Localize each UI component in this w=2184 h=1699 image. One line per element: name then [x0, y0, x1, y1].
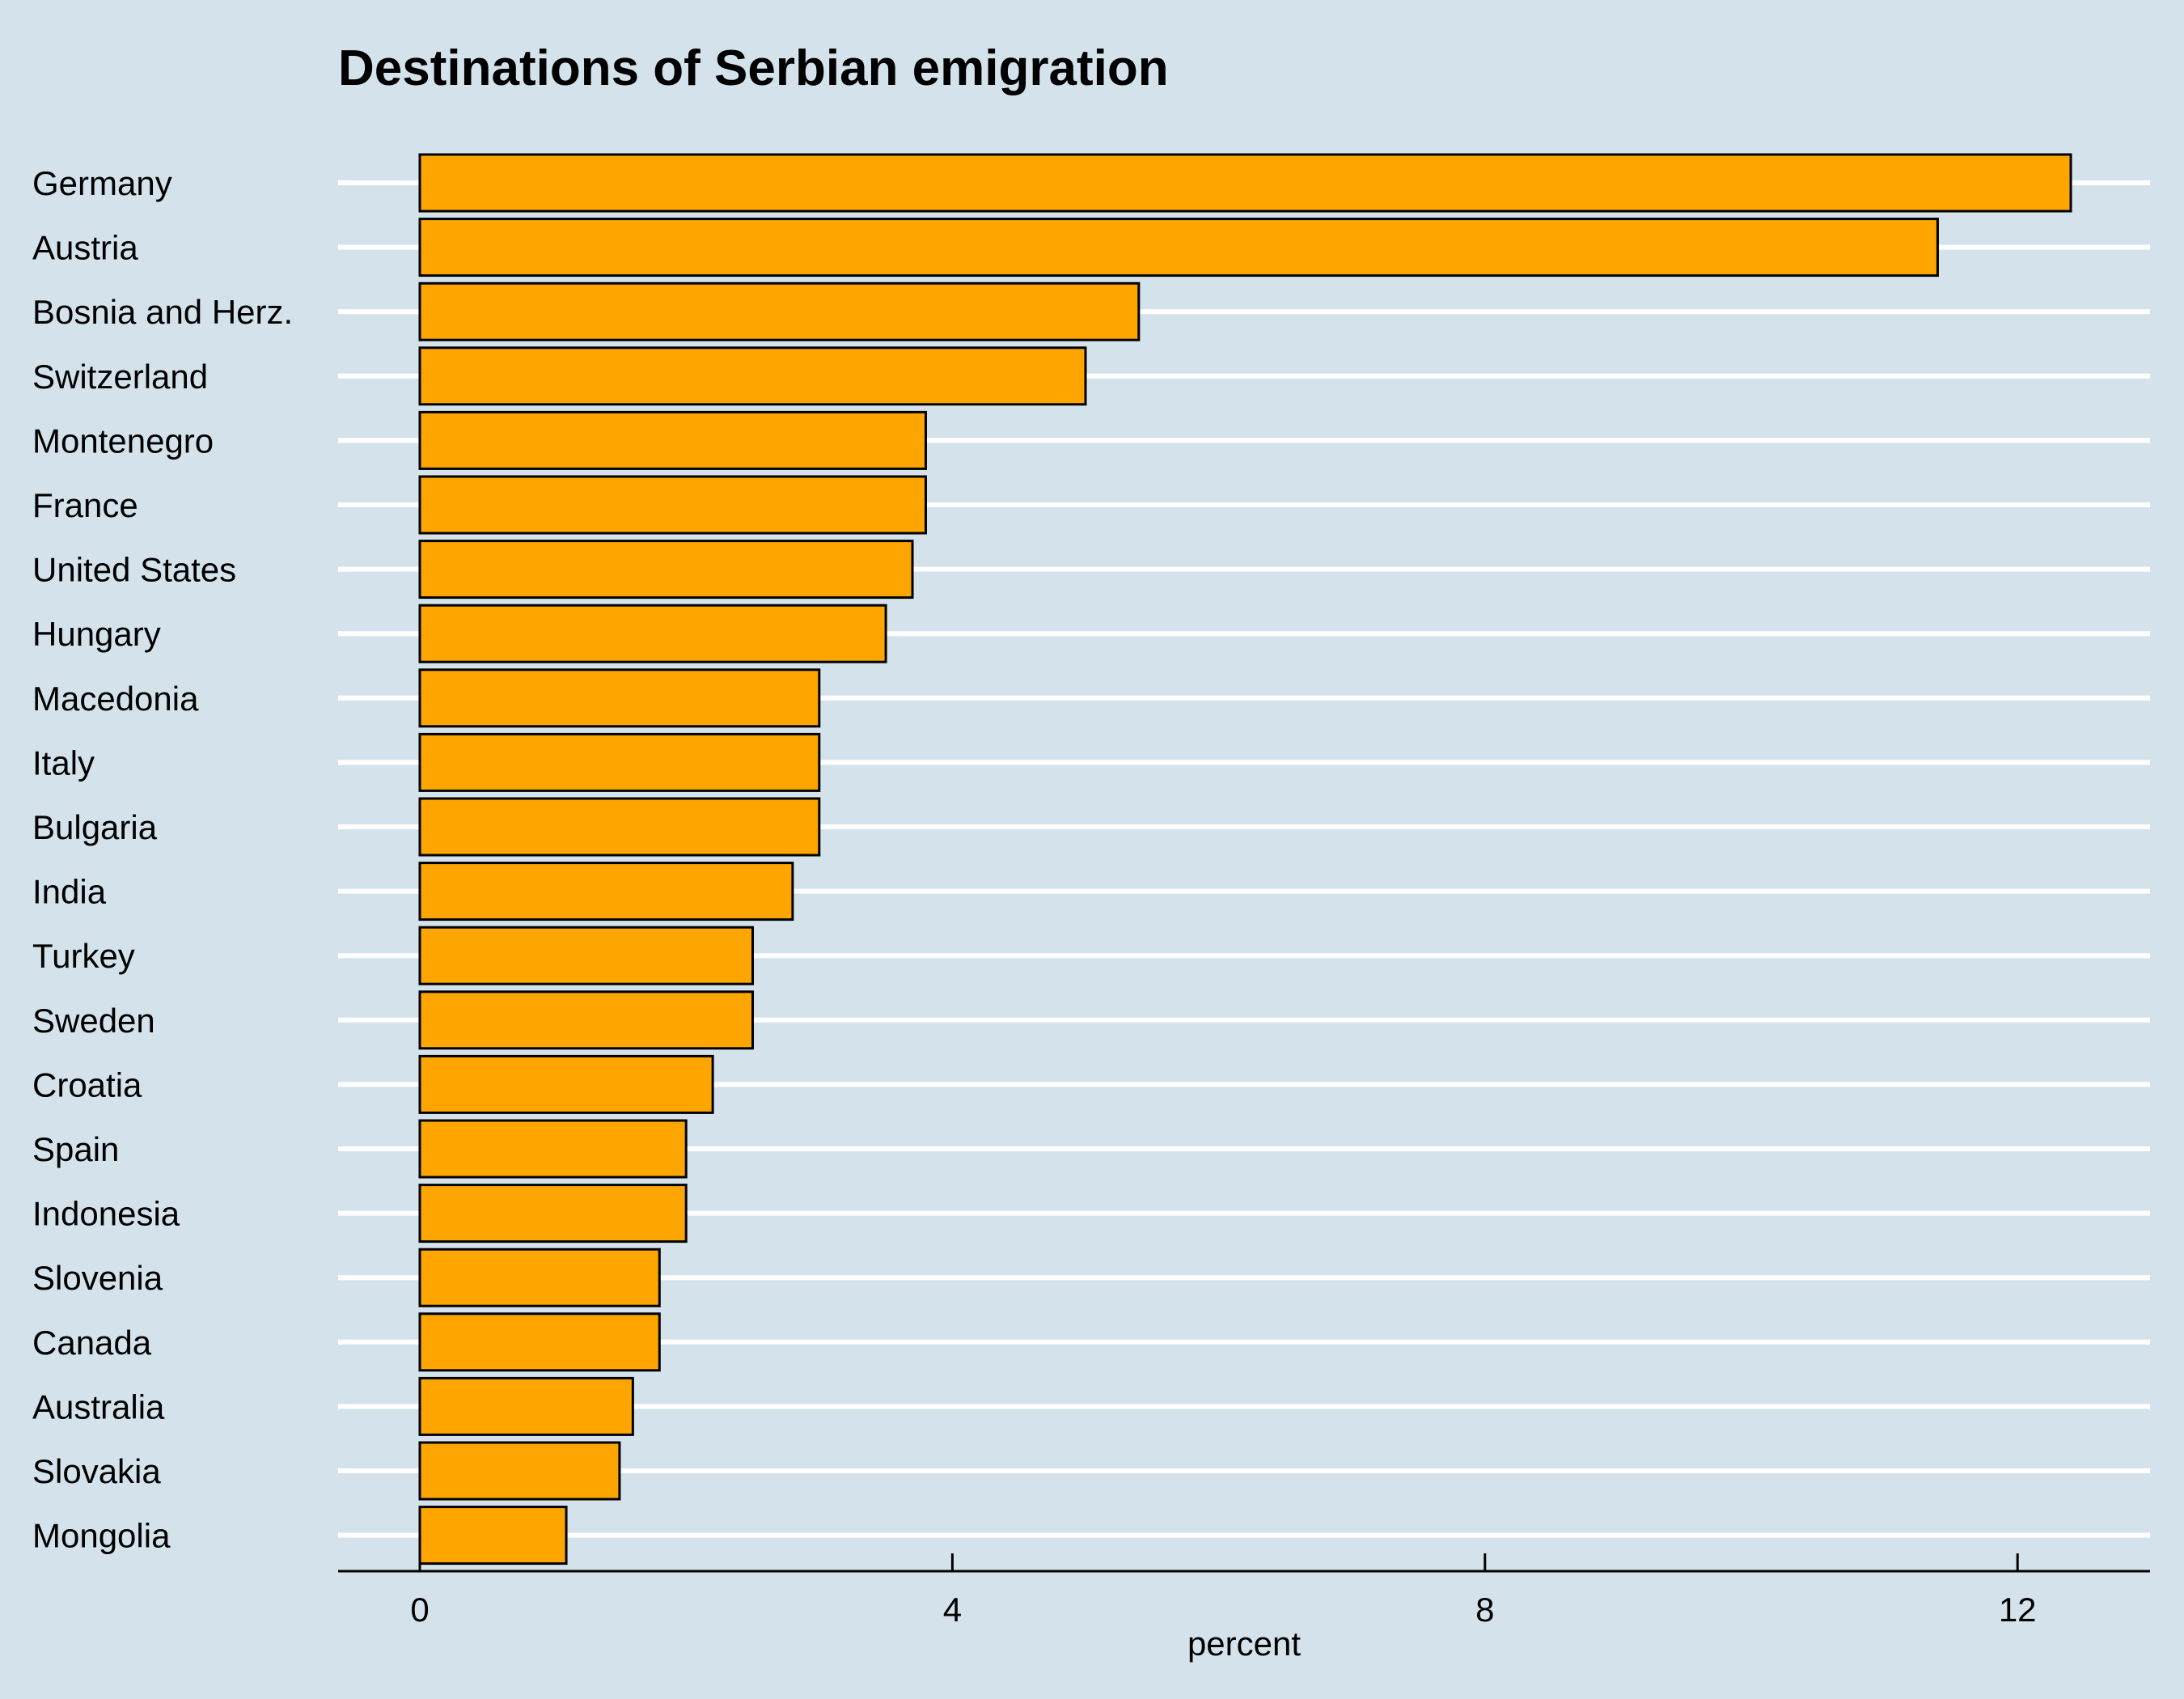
- bar-mongolia: [418, 1506, 568, 1566]
- category-label: Indonesia: [32, 1195, 180, 1233]
- category-label: Canada: [32, 1324, 152, 1362]
- category-label: United States: [32, 551, 236, 589]
- bar-india: [418, 862, 794, 922]
- bar-canada: [418, 1312, 661, 1372]
- bar-macedonia: [418, 668, 821, 728]
- category-label: Croatia: [32, 1066, 142, 1104]
- category-label: Australia: [32, 1388, 165, 1426]
- x-tick-label: 0: [410, 1591, 429, 1629]
- x-tick-label: 8: [1475, 1591, 1494, 1629]
- category-label: Montenegro: [32, 422, 214, 460]
- category-labels: Germany Austria Bosnia and Herz. Switzerlan…: [32, 164, 293, 1555]
- category-label: Slovenia: [32, 1259, 163, 1297]
- category-label: Macedonia: [32, 680, 199, 718]
- bar-switzerland: [418, 346, 1087, 406]
- bar-sweden: [418, 990, 754, 1050]
- category-label: Bulgaria: [32, 808, 158, 846]
- bar-italy: [418, 732, 821, 792]
- category-label: Hungary: [32, 615, 161, 653]
- x-axis-ticks: 0 4 8 12: [410, 1553, 2037, 1629]
- bar-slovakia: [418, 1441, 621, 1501]
- bar-australia: [418, 1376, 634, 1436]
- x-axis-title: percent: [1187, 1625, 1301, 1663]
- category-label: Germany: [32, 164, 172, 202]
- bar-slovenia: [418, 1248, 661, 1307]
- bar-turkey: [418, 926, 754, 985]
- bar-united-states: [418, 540, 914, 600]
- bar-bulgaria: [418, 797, 821, 857]
- x-tick-label: 4: [943, 1591, 962, 1629]
- category-label: India: [32, 873, 107, 911]
- x-tick-label: 12: [1999, 1591, 2037, 1629]
- bar-croatia: [418, 1054, 714, 1114]
- bar-montenegro: [418, 410, 927, 470]
- category-label: Spain: [32, 1130, 119, 1168]
- bar-spain: [418, 1119, 688, 1179]
- category-label: Italy: [32, 744, 95, 782]
- category-label: Turkey: [32, 937, 135, 975]
- chart-title: Destinations of Serbian emigration: [338, 40, 1169, 96]
- bar-indonesia: [418, 1184, 688, 1244]
- category-label: Mongolia: [32, 1517, 171, 1555]
- bar-bosnia-and-herz: [418, 282, 1141, 341]
- category-label: Slovakia: [32, 1452, 161, 1490]
- bar-hungary: [418, 604, 887, 663]
- category-label: Sweden: [32, 1002, 155, 1040]
- category-label: Switzerland: [32, 358, 208, 396]
- category-label: Bosnia and Herz.: [32, 293, 293, 331]
- category-label: Austria: [32, 229, 138, 267]
- bar-austria: [418, 218, 1939, 278]
- bar-france: [418, 475, 927, 535]
- category-label: France: [32, 486, 138, 524]
- bars: [418, 153, 2072, 1566]
- bar-germany: [418, 153, 2072, 213]
